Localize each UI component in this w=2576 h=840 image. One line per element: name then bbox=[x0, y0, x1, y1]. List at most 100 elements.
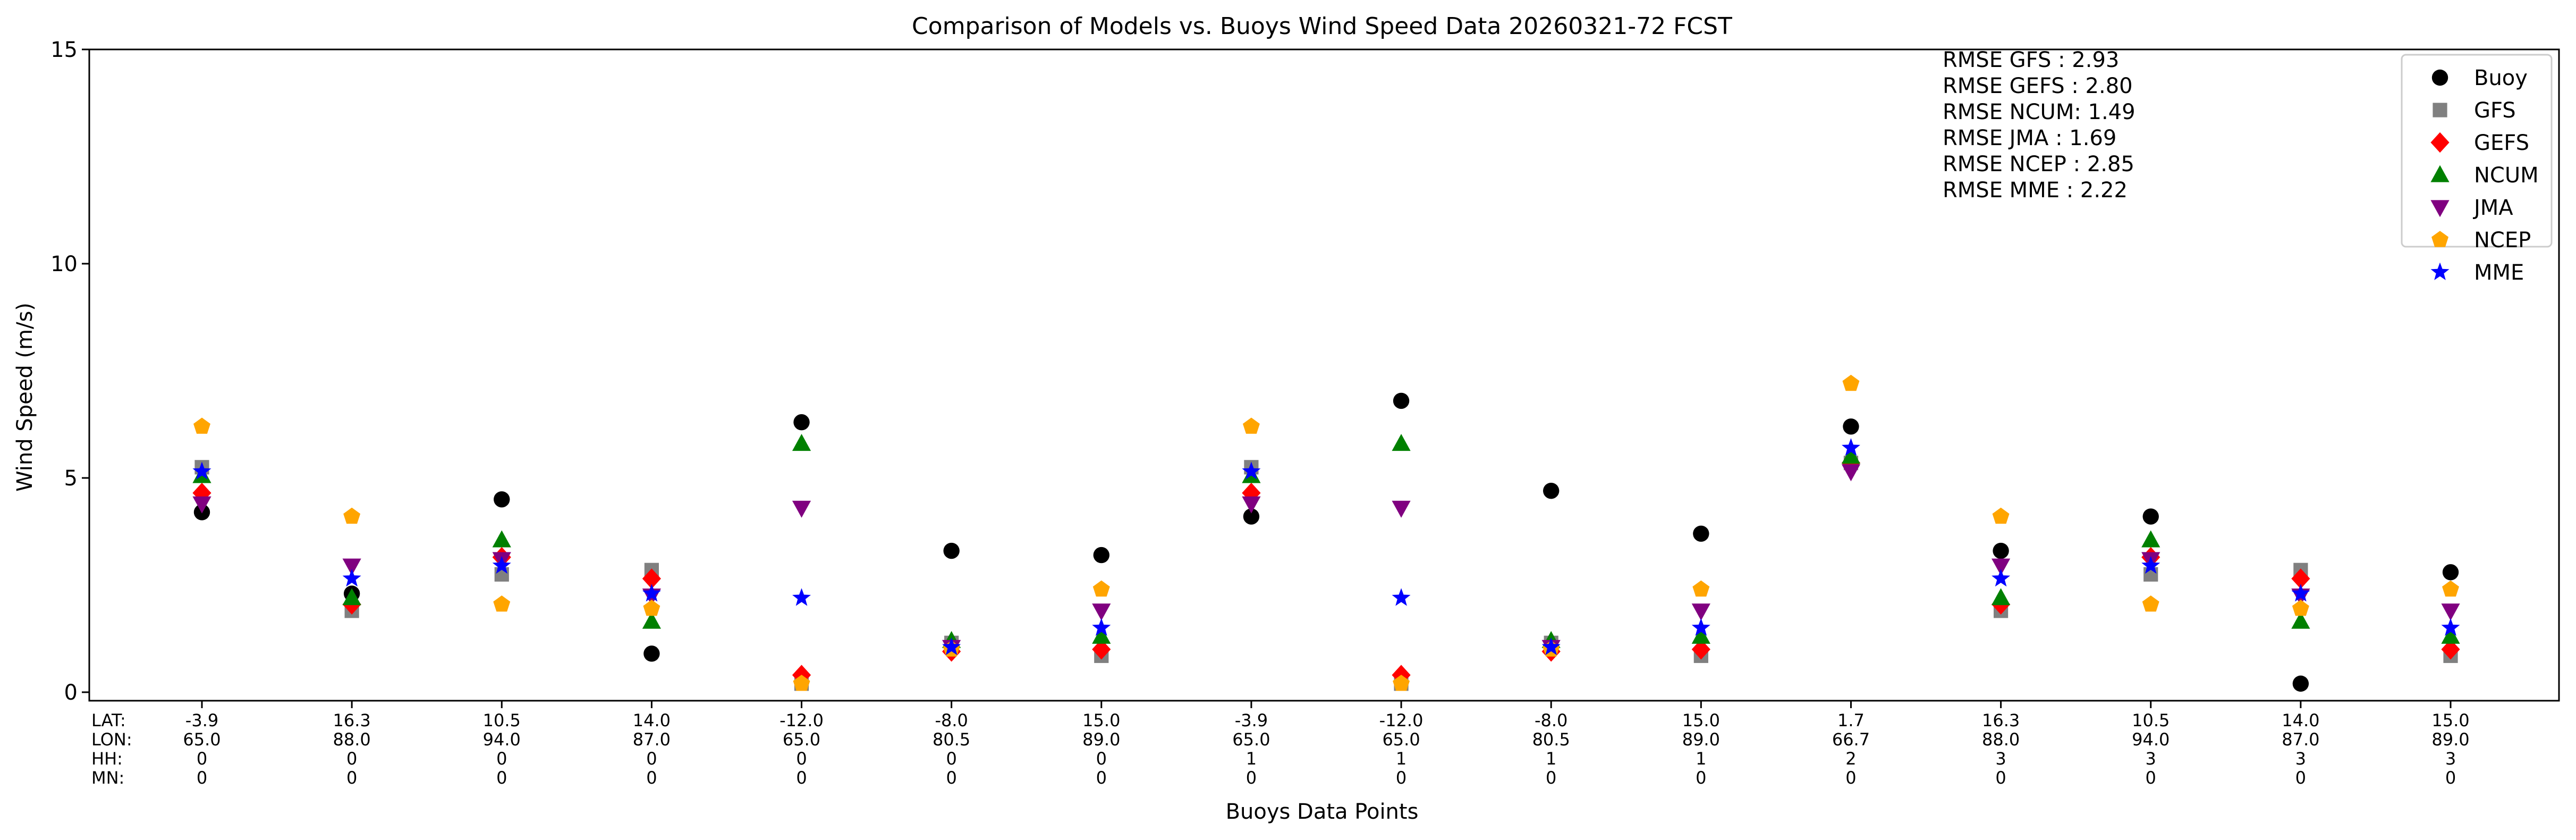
x-tick-label: 14.0 bbox=[2282, 710, 2319, 730]
point-circle bbox=[1843, 418, 1859, 435]
legend-entry: NCUM bbox=[2474, 163, 2539, 188]
legend: Buoy GFS GEFS NCUM JMA NCEP MME bbox=[2401, 54, 2553, 285]
x-tick-label: 0 bbox=[1096, 749, 1107, 769]
x-tick-label: 0 bbox=[1995, 768, 2006, 788]
x-tick-label: -12.0 bbox=[1379, 710, 1423, 730]
point-square bbox=[2433, 103, 2447, 117]
x-tick-label: 89.0 bbox=[1682, 729, 1720, 750]
x-tick-label: 14.0 bbox=[633, 710, 671, 730]
point-pentagon bbox=[793, 675, 810, 691]
point-star bbox=[1841, 438, 1860, 456]
plot-area: 051015-3.965.00016.388.00010.594.00014.0… bbox=[50, 38, 2560, 788]
y-tick-label: 0 bbox=[64, 681, 78, 705]
point-pentagon bbox=[2442, 580, 2459, 597]
point-pentagon bbox=[1393, 675, 1410, 691]
point-star bbox=[942, 637, 961, 656]
x-tick-label: 15.0 bbox=[1682, 710, 1720, 730]
point-triangle-down bbox=[1092, 603, 1111, 621]
x-tick-label: 65.0 bbox=[183, 729, 221, 750]
x-tick-label: 65.0 bbox=[1232, 729, 1270, 750]
y-tick-label: 10 bbox=[50, 252, 78, 276]
x-axis-label: Buoys Data Points bbox=[1226, 800, 1419, 824]
x-tick-label: 80.5 bbox=[933, 729, 970, 750]
x-tick-label: 3 bbox=[1995, 749, 2006, 769]
x-tick-label: 94.0 bbox=[483, 729, 521, 750]
legend-entry: NCEP bbox=[2474, 228, 2531, 253]
x-row-label: HH: bbox=[91, 749, 123, 769]
point-pentagon bbox=[1992, 507, 2010, 524]
point-diamond bbox=[642, 568, 661, 589]
x-tick-label: 15.0 bbox=[1082, 710, 1120, 730]
point-pentagon bbox=[493, 595, 511, 612]
point-circle bbox=[1693, 525, 1709, 542]
point-circle bbox=[643, 645, 660, 662]
x-tick-label: 0 bbox=[646, 749, 657, 769]
point-pentagon bbox=[1092, 580, 1110, 597]
point-triangle-up bbox=[1392, 434, 1411, 451]
x-tick-label: 3 bbox=[2295, 749, 2306, 769]
x-tick-label: 87.0 bbox=[2282, 729, 2319, 750]
x-tick-label: 0 bbox=[496, 749, 507, 769]
point-star bbox=[492, 556, 511, 574]
x-tick-label: -12.0 bbox=[779, 710, 824, 730]
x-tick-label: 0 bbox=[346, 768, 357, 788]
legend-frame bbox=[2401, 54, 2553, 248]
x-tick-label: 1 bbox=[1396, 749, 1406, 769]
x-tick-label: 10.5 bbox=[2132, 710, 2170, 730]
y-axis-label: Wind Speed (m/s) bbox=[13, 303, 37, 492]
rmse-annotation: RMSE GFS : 2.93 bbox=[1943, 48, 2119, 72]
point-triangle-up bbox=[1841, 447, 1861, 464]
point-circle bbox=[1393, 392, 1410, 409]
point-star bbox=[2430, 262, 2450, 280]
plot-frame bbox=[88, 48, 2560, 702]
x-tick-label: 65.0 bbox=[783, 729, 820, 750]
x-tick-label: 88.0 bbox=[1982, 729, 2020, 750]
x-tick-label: 0 bbox=[2295, 768, 2306, 788]
x-tick-label: 0 bbox=[796, 768, 807, 788]
x-row-label: LAT: bbox=[91, 710, 126, 730]
y-tick-label: 5 bbox=[64, 466, 78, 491]
point-diamond bbox=[2291, 568, 2310, 589]
x-tick-label: 1 bbox=[1246, 749, 1257, 769]
point-star bbox=[1541, 637, 1561, 656]
x-tick-label: 1 bbox=[1696, 749, 1706, 769]
x-tick-label: 89.0 bbox=[1082, 729, 1120, 750]
x-tick-label: 0 bbox=[1696, 768, 1706, 788]
point-diamond bbox=[2430, 132, 2450, 153]
legend-entry: JMA bbox=[2472, 196, 2513, 220]
x-tick-label: 16.3 bbox=[333, 710, 371, 730]
x-tick-label: 0 bbox=[1546, 768, 1556, 788]
x-tick-label: 1.7 bbox=[1837, 710, 1865, 730]
rmse-annotation: RMSE MME : 2.22 bbox=[1943, 178, 2128, 203]
point-star bbox=[342, 569, 361, 587]
point-triangle-up bbox=[1691, 626, 1710, 644]
point-circle bbox=[1093, 547, 1109, 564]
point-triangle-down bbox=[342, 558, 361, 576]
x-tick-label: 89.0 bbox=[2431, 729, 2469, 750]
chart-title: Comparison of Models vs. Buoys Wind Spee… bbox=[912, 13, 1732, 40]
point-pentagon bbox=[193, 417, 210, 434]
x-tick-label: -3.9 bbox=[185, 710, 218, 730]
point-pentagon bbox=[343, 507, 361, 524]
point-pentagon bbox=[1842, 374, 1860, 391]
rmse-annotation: RMSE JMA : 1.69 bbox=[1943, 126, 2116, 150]
x-tick-label: 3 bbox=[2146, 749, 2156, 769]
point-triangle-down bbox=[2430, 200, 2450, 217]
point-triangle-up bbox=[342, 588, 361, 606]
x-tick-label: 0 bbox=[1096, 768, 1107, 788]
point-pentagon bbox=[1692, 580, 1710, 597]
legend-entry: GEFS bbox=[2474, 131, 2529, 155]
point-star bbox=[1992, 569, 2011, 587]
point-triangle-down bbox=[2441, 603, 2460, 621]
point-star bbox=[192, 461, 211, 480]
point-pentagon bbox=[2142, 595, 2159, 612]
point-circle bbox=[494, 491, 510, 508]
point-pentagon bbox=[2292, 600, 2309, 616]
point-triangle-down bbox=[1992, 558, 2011, 576]
x-tick-label: 65.0 bbox=[1382, 729, 1420, 750]
point-circle bbox=[2142, 508, 2159, 525]
series-buoy bbox=[193, 392, 2459, 692]
point-triangle-up bbox=[642, 611, 661, 629]
x-tick-label: 0 bbox=[796, 749, 807, 769]
